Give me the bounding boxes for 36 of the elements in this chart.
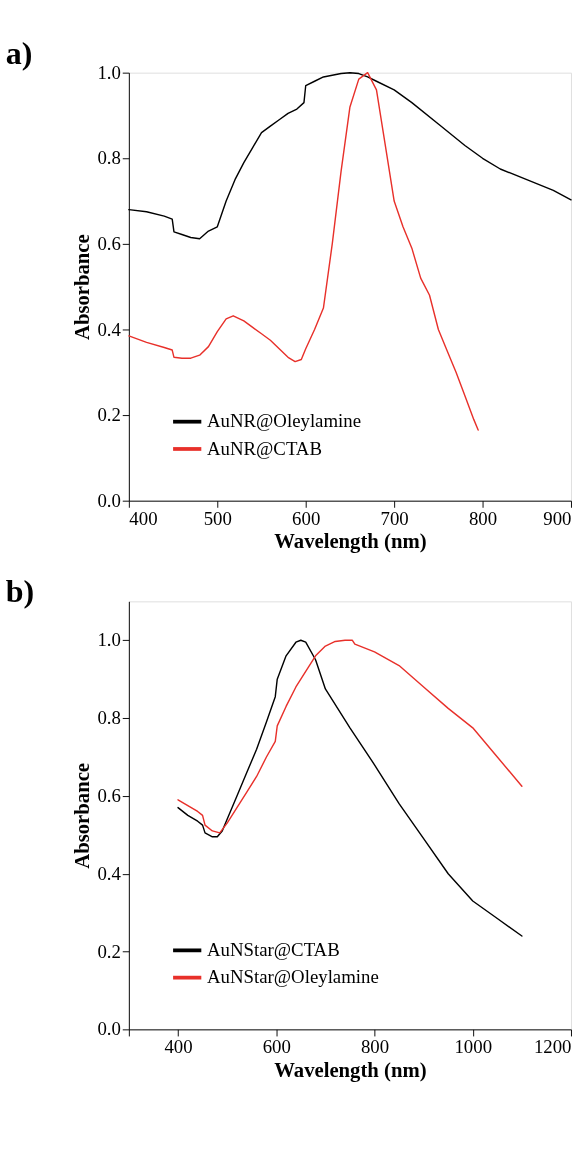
x-tick-label: 600 bbox=[292, 507, 321, 529]
x-tick-label: 1000 bbox=[454, 1036, 493, 1058]
y-tick-label: 0.2 bbox=[97, 940, 121, 962]
y-axis-title: Absorbance bbox=[70, 234, 93, 341]
y-tick-label: 0.4 bbox=[97, 318, 122, 340]
x-tick-label: 700 bbox=[380, 507, 409, 529]
chart-title: b) bbox=[5, 574, 35, 610]
x-tick-label: 400 bbox=[129, 507, 158, 529]
y-tick-label: 1.0 bbox=[97, 61, 121, 83]
y-tick-label: 0.8 bbox=[97, 707, 121, 729]
legend-label: AuNR@Oleylamine bbox=[206, 410, 362, 432]
y-tick-label: 0.8 bbox=[97, 147, 121, 169]
x-tick-label: 900 bbox=[543, 507, 572, 529]
line-series bbox=[177, 639, 523, 834]
x-tick-label: 800 bbox=[360, 1036, 390, 1058]
x-axis-title: Wavelength (nm) bbox=[274, 530, 427, 554]
y-tick-label: 0.6 bbox=[97, 233, 121, 255]
legend-label: AuNStar@Oleylamine bbox=[206, 966, 379, 988]
y-tick-label: 0.0 bbox=[97, 489, 121, 511]
legend-label: AuNStar@CTAB bbox=[206, 939, 340, 961]
x-axis-title: Wavelength (nm) bbox=[274, 1058, 427, 1082]
y-tick-label: 1.0 bbox=[97, 629, 121, 651]
x-tick-label: 600 bbox=[262, 1036, 291, 1058]
line-series bbox=[128, 71, 479, 431]
legend-label: AuNR@CTAB bbox=[206, 437, 322, 459]
x-tick-label: 400 bbox=[164, 1036, 193, 1058]
x-tick-label: 1200 bbox=[533, 1036, 572, 1058]
line-series bbox=[177, 639, 523, 937]
y-axis-title: Absorbance bbox=[70, 762, 93, 869]
y-tick-label: 0.0 bbox=[97, 1018, 121, 1040]
x-tick-label: 500 bbox=[203, 507, 232, 529]
y-tick-label: 0.4 bbox=[97, 862, 122, 884]
chart-title: a) bbox=[5, 36, 33, 72]
y-tick-label: 0.6 bbox=[97, 785, 121, 807]
y-tick-label: 0.2 bbox=[97, 404, 121, 426]
x-tick-label: 800 bbox=[468, 507, 498, 529]
